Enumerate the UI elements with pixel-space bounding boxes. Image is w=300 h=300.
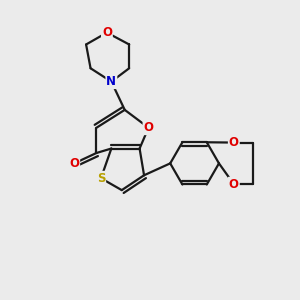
Text: S: S xyxy=(97,172,105,185)
Text: N: N xyxy=(106,75,116,88)
Text: O: O xyxy=(69,157,79,170)
Text: O: O xyxy=(229,136,239,149)
Text: O: O xyxy=(229,178,239,191)
Text: O: O xyxy=(102,26,112,39)
Text: O: O xyxy=(143,121,154,134)
